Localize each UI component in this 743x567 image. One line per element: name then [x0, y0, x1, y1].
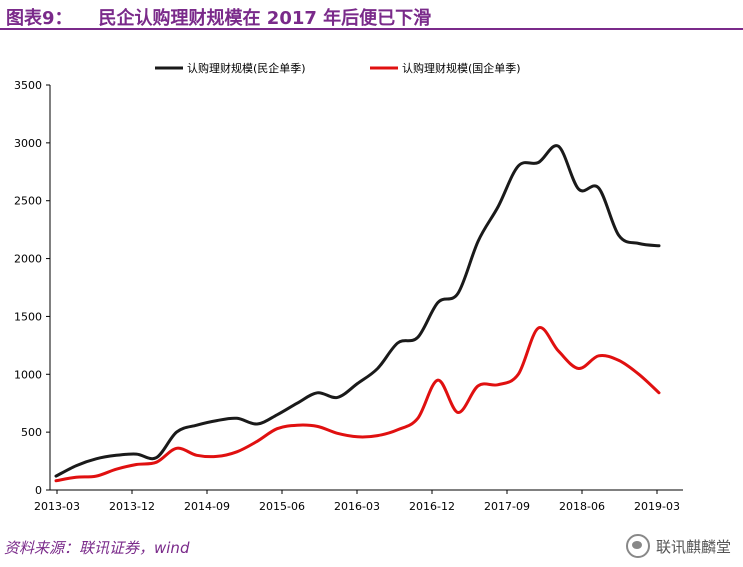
x-tick-label: 2017-09: [484, 500, 530, 513]
y-tick-label: 3000: [14, 137, 42, 150]
wechat-icon: [625, 534, 650, 558]
x-tick-label: 2013-03: [34, 500, 80, 513]
line-chart: 0 500 1000 1500 2000 2500 3000 3500 2013-03 2013-…: [14, 61, 683, 513]
y-tick-label: 500: [21, 426, 42, 439]
y-tick-label: 1500: [14, 310, 42, 323]
x-tick-label: 2016-12: [409, 500, 455, 513]
y-tick-label: 0: [35, 484, 42, 497]
y-tick-label: 1000: [14, 368, 42, 381]
series-line-private: [54, 144, 661, 478]
source-note: 资料来源：联讯证券，wind: [4, 539, 190, 557]
y-tick-label: 3500: [14, 79, 42, 92]
figure-label: 图表9：: [6, 8, 73, 29]
y-tick-label: 2000: [14, 253, 42, 266]
x-tick-label: 2016-03: [334, 500, 380, 513]
legend-label: 认购理财规模(国企单季): [402, 61, 521, 75]
legend-label: 认购理财规模(民企单季): [187, 61, 306, 75]
x-tick-label: 2019-03: [634, 500, 680, 513]
series-line-state: [54, 326, 661, 483]
watermark-text: 联讯麒麟堂: [655, 537, 731, 556]
x-tick-label: 2013-12: [109, 500, 155, 513]
x-tick-label: 2015-06: [259, 500, 305, 513]
x-tick-label: 2018-06: [559, 500, 605, 513]
title-rule: [0, 28, 743, 30]
figure-title-text: 民企认购理财规模在 2017 年后便已下滑: [98, 8, 432, 29]
watermark: 联讯麒麟堂: [625, 534, 731, 558]
y-tick-label: 2500: [14, 195, 42, 208]
x-tick-label: 2014-09: [184, 500, 230, 513]
figure-title: 图表9： 民企认购理财规模在 2017 年后便已下滑: [6, 4, 431, 30]
